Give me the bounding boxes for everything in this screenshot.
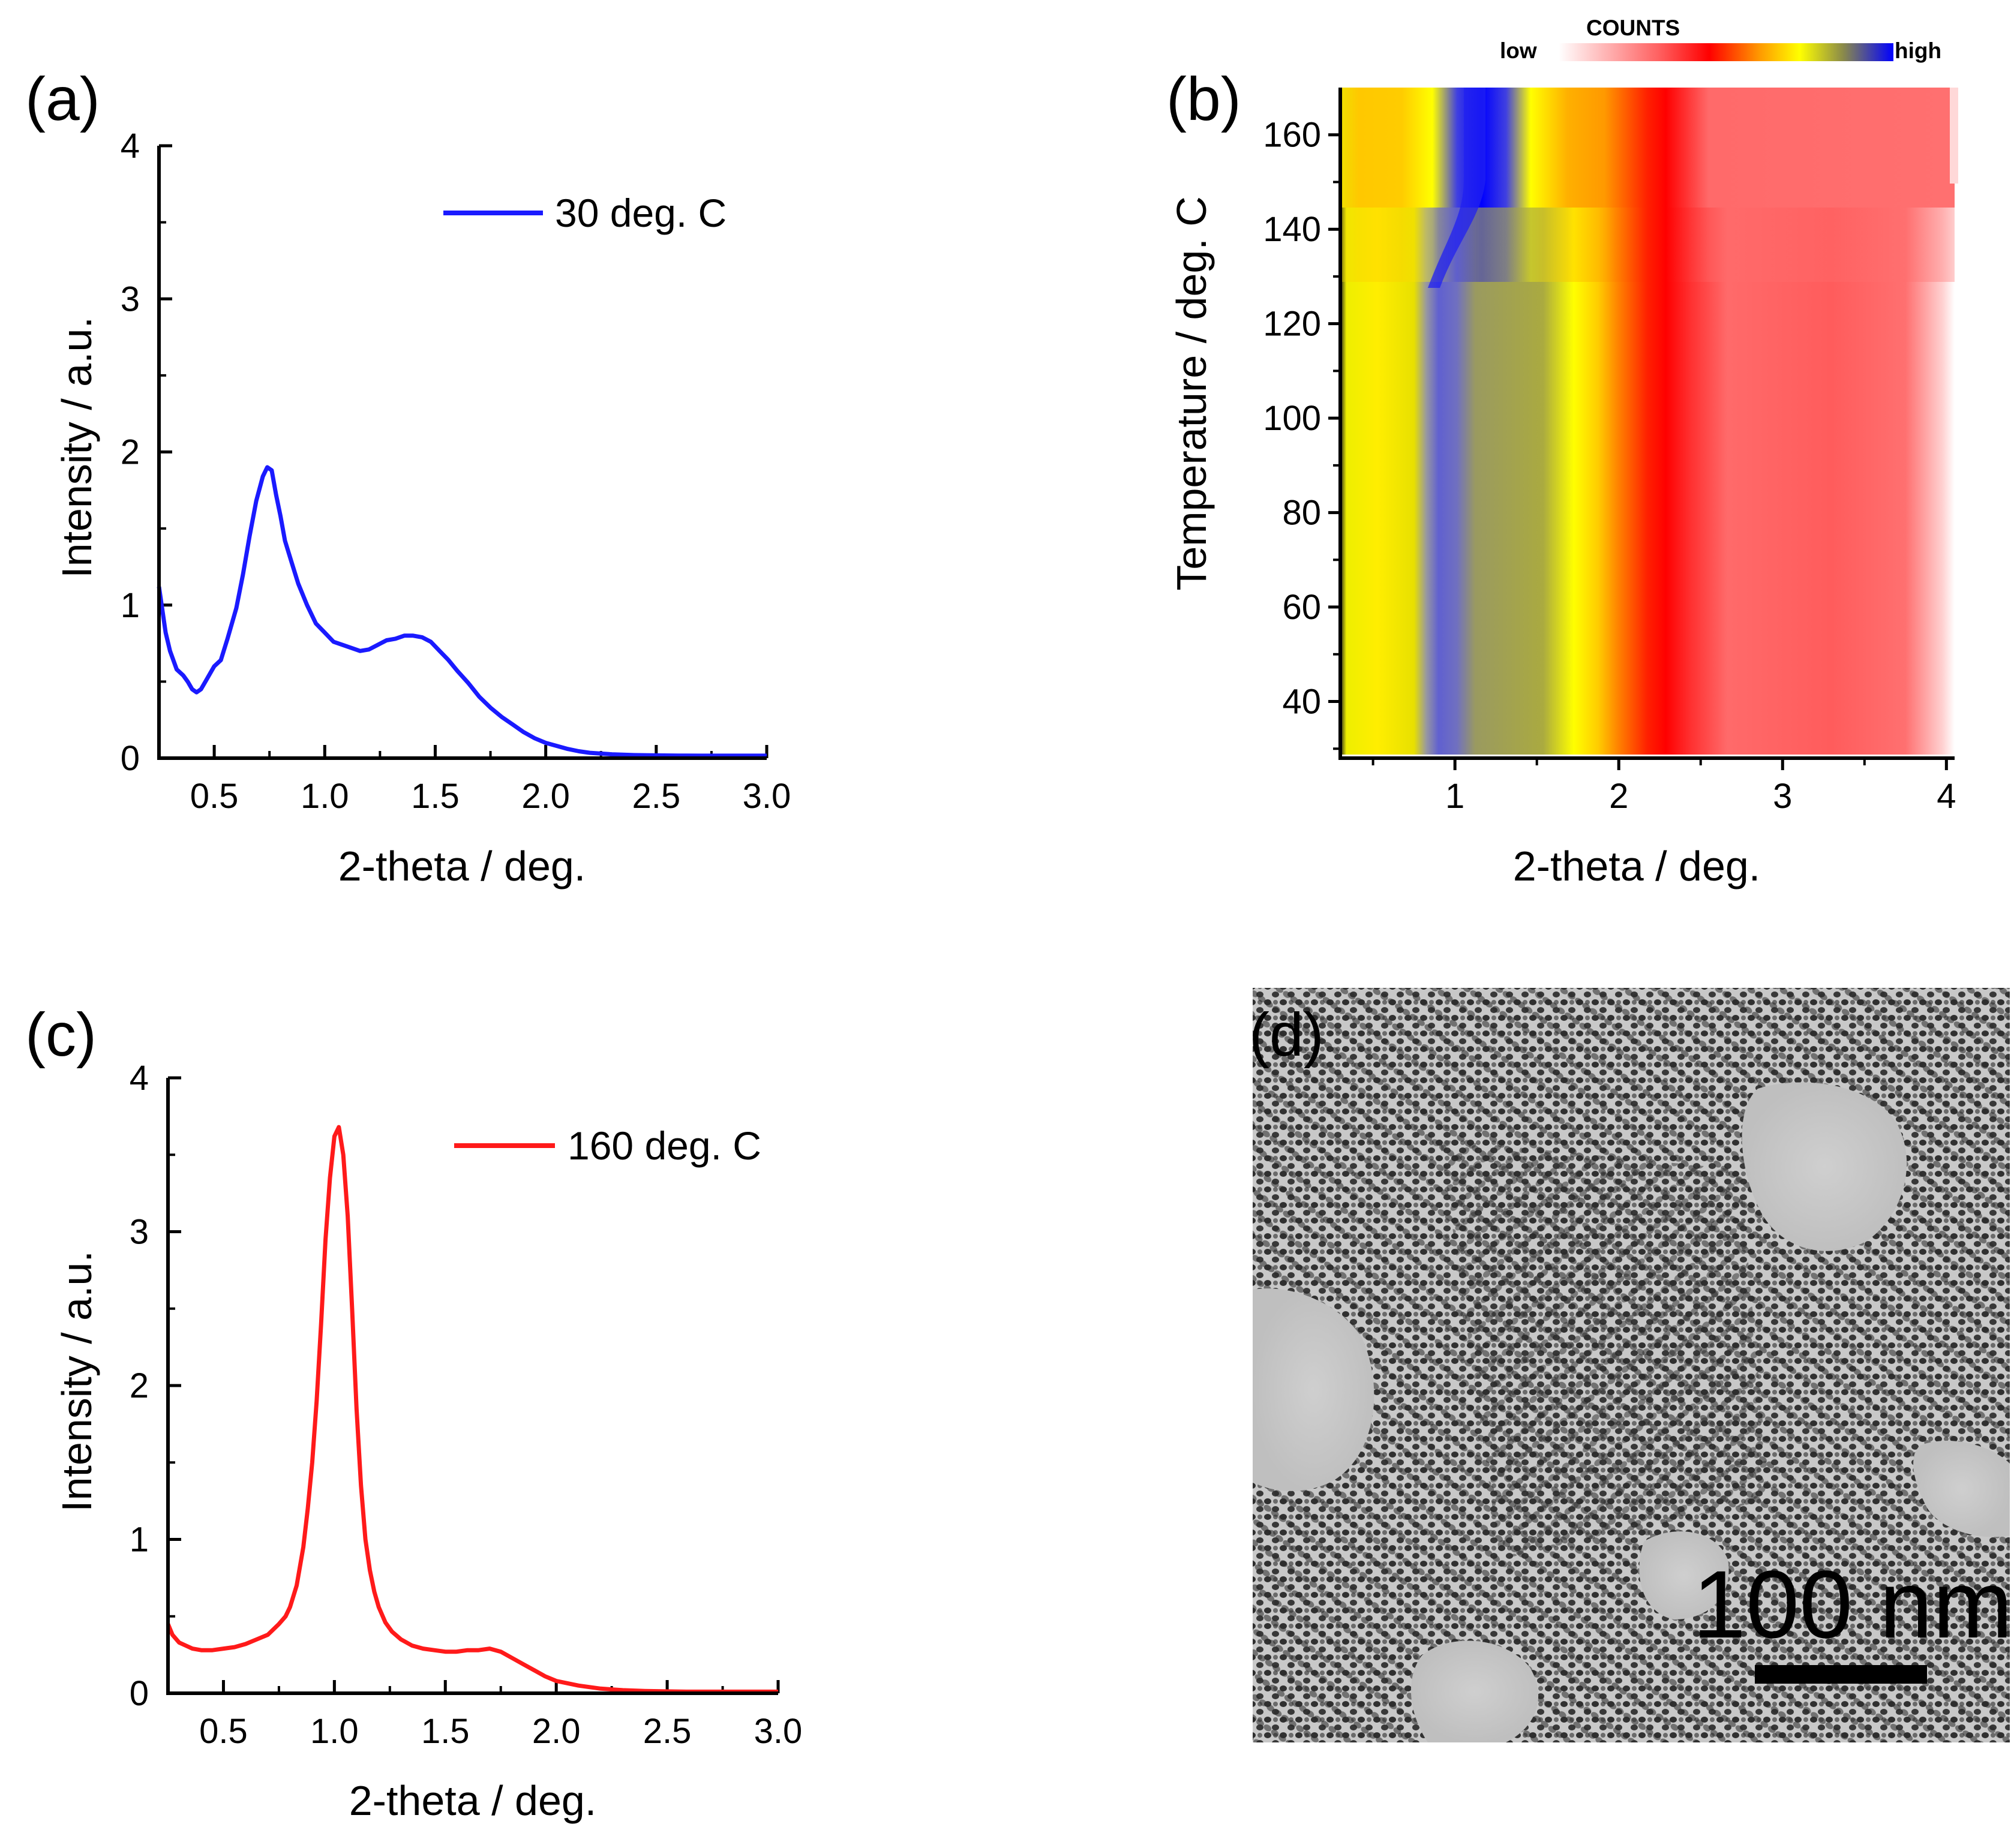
- panel-a: (a) 0.5 1.0 1.5 2.0 2.5 3.0 0 1 2 3 4 30 deg. C 2-…: [25, 65, 791, 890]
- x-tick-label: 1: [1445, 777, 1464, 816]
- panel-a-legend-label: 30 deg. C: [555, 191, 727, 235]
- panel-c-legend-label: 160 deg. C: [568, 1123, 761, 1168]
- y-tick-label: 4: [130, 1059, 149, 1098]
- panel-c-label: (c): [25, 1000, 97, 1069]
- series-line: [166, 1125, 778, 1694]
- colorbar: COUNTS low high: [1500, 16, 1941, 63]
- x-tick-label: 3.0: [743, 777, 791, 816]
- y-tick-label: 80: [1282, 494, 1321, 533]
- y-tick-label: 160: [1263, 116, 1321, 155]
- x-tick-label: 1.5: [421, 1712, 470, 1751]
- tem-hole: [1410, 1640, 1539, 1742]
- x-tick-label: 3.0: [754, 1712, 803, 1751]
- y-tick-label: 100: [1263, 399, 1321, 438]
- x-tick-label: 1.0: [310, 1712, 359, 1751]
- x-tick-label: 1.5: [411, 777, 460, 816]
- colorbar-high-label: high: [1895, 38, 1941, 63]
- heatmap-transition-region: [1340, 208, 1955, 282]
- x-tick-label: 1.0: [301, 777, 349, 816]
- panel-c-axes: [166, 1078, 778, 1695]
- x-tick-label: 0.5: [199, 1712, 248, 1751]
- panel-c-series: [166, 1125, 778, 1694]
- panel-c-x-axis-label: 2-theta / deg.: [349, 1777, 597, 1824]
- panel-a-x-axis-label: 2-theta / deg.: [338, 843, 586, 890]
- panel-a-axes: [157, 146, 767, 760]
- scale-bar: [1755, 1665, 1927, 1684]
- tem-hole: [1742, 1082, 1907, 1251]
- x-tick-label: 4: [1937, 777, 1956, 816]
- x-tick-label: 2.5: [632, 777, 680, 816]
- panel-c-y-axis-label: Intensity / a.u.: [53, 1251, 100, 1512]
- panel-d-tem-image: (d) 100 nm: [1249, 988, 2011, 1742]
- y-tick-label: 3: [121, 280, 140, 318]
- y-tick-label: 140: [1263, 210, 1321, 249]
- panel-c-legend: 160 deg. C: [454, 1123, 761, 1168]
- y-tick-label: 120: [1263, 305, 1321, 344]
- x-tick-label: 2.5: [643, 1712, 692, 1751]
- heatmap-high-temperature-region: [1340, 88, 1955, 208]
- panel-b-label: (b): [1166, 65, 1241, 133]
- colorbar-title: COUNTS: [1586, 16, 1680, 40]
- panel-b-axes: [1338, 88, 1955, 760]
- y-tick-label: 2: [130, 1366, 149, 1405]
- x-tick-label: 3: [1773, 777, 1792, 816]
- panel-a-legend: 30 deg. C: [443, 191, 727, 235]
- y-tick-label: 1: [130, 1521, 149, 1559]
- tem-hole: [1639, 1531, 1729, 1619]
- x-tick-label: 2: [1609, 777, 1628, 816]
- panel-a-label: (a): [25, 65, 100, 133]
- heatmap-edge: [1950, 88, 1958, 184]
- colorbar-gradient: [1559, 43, 1893, 61]
- y-tick-label: 2: [121, 433, 140, 472]
- panel-d-label: (d): [1249, 1000, 1324, 1069]
- series-line: [157, 465, 767, 758]
- heatmap-peak-shift: [1428, 88, 1485, 288]
- y-tick-label: 60: [1282, 588, 1321, 627]
- panel-a-axis-ticks: 0.5 1.0 1.5 2.0 2.5 3.0 0 1 2 3 4: [121, 127, 791, 816]
- panel-c: (c) 0.5 1.0 1.5 2.0 2.5 3.0 0 1 2 3 4 160 deg. C 2…: [25, 1000, 802, 1824]
- x-tick-label: 2.0: [532, 1712, 581, 1751]
- x-tick-label: 0.5: [190, 777, 239, 816]
- y-tick-label: 0: [121, 739, 140, 778]
- y-tick-label: 1: [121, 586, 140, 625]
- y-tick-label: 3: [130, 1213, 149, 1252]
- y-tick-label: 40: [1282, 683, 1321, 722]
- tem-hole: [1253, 1288, 1374, 1491]
- panel-b: COUNTS low high (b) 1 2 3 44060801001201401…: [1166, 16, 1958, 890]
- y-tick-label: 4: [121, 127, 140, 166]
- y-tick-label: 0: [130, 1674, 149, 1713]
- panel-a-series: [157, 465, 767, 758]
- panel-c-axis-ticks: 0.5 1.0 1.5 2.0 2.5 3.0 0 1 2 3 4: [130, 1059, 803, 1751]
- scale-bar-label: 100 nm: [1692, 1550, 2011, 1658]
- heatmap: [1340, 88, 1958, 755]
- x-tick-label: 2.0: [521, 777, 570, 816]
- tem-hole: [1913, 1440, 2010, 1537]
- panel-b-x-axis-label: 2-theta / deg.: [1513, 843, 1761, 890]
- colorbar-low-label: low: [1500, 38, 1537, 63]
- tem-stripes-2: [1440, 1140, 1770, 1559]
- panel-b-y-axis-label: Temperature / deg. C: [1168, 196, 1215, 591]
- panel-a-y-axis-label: Intensity / a.u.: [53, 317, 100, 578]
- panel-b-axis-ticks: 1 2 3 4 40 60 80 100 120 140 160: [1263, 116, 1956, 816]
